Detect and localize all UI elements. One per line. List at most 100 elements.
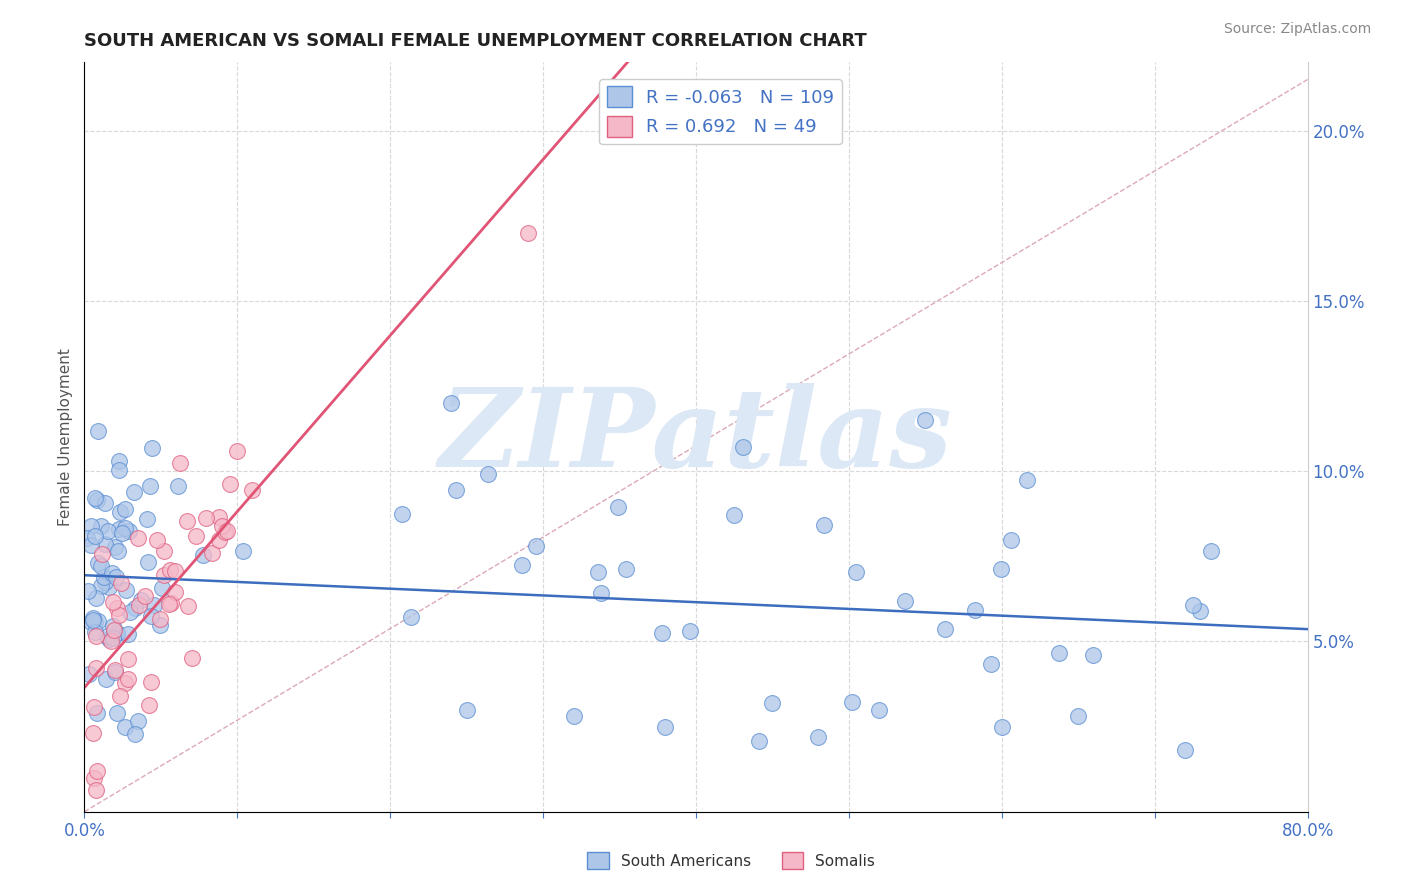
Point bbox=[84, 629, 107, 643]
Point bbox=[589, 586, 612, 600]
Point bbox=[991, 720, 1014, 734]
Point bbox=[723, 508, 745, 523]
Point bbox=[114, 521, 136, 535]
Point bbox=[105, 706, 128, 720]
Point bbox=[101, 632, 124, 646]
Point bbox=[214, 524, 236, 539]
Point bbox=[165, 565, 187, 579]
Legend: R = -0.063   N = 109, R = 0.692   N = 49: R = -0.063 N = 109, R = 0.692 N = 49 bbox=[599, 79, 842, 145]
Point bbox=[180, 650, 202, 665]
Point bbox=[107, 544, 129, 558]
Point bbox=[208, 510, 231, 524]
Point bbox=[97, 524, 120, 538]
Point bbox=[152, 568, 174, 582]
Point bbox=[128, 598, 150, 612]
Point bbox=[841, 696, 863, 710]
Point bbox=[79, 538, 101, 552]
Point bbox=[82, 726, 104, 740]
Point bbox=[136, 555, 159, 569]
Point bbox=[122, 485, 145, 500]
Point bbox=[152, 543, 174, 558]
Point bbox=[159, 562, 181, 576]
Point bbox=[1174, 743, 1197, 757]
Point bbox=[176, 514, 198, 528]
Point bbox=[914, 413, 936, 427]
Point bbox=[193, 548, 215, 562]
Point bbox=[76, 531, 98, 545]
Point bbox=[84, 625, 107, 640]
Point bbox=[456, 702, 478, 716]
Point bbox=[138, 479, 160, 493]
Point bbox=[195, 510, 218, 524]
Point bbox=[117, 627, 139, 641]
Point bbox=[1083, 648, 1105, 662]
Point bbox=[177, 599, 200, 613]
Point bbox=[94, 575, 117, 590]
Point bbox=[117, 524, 139, 538]
Point bbox=[94, 496, 117, 510]
Point bbox=[101, 566, 124, 580]
Point bbox=[82, 613, 104, 627]
Point bbox=[217, 524, 239, 538]
Point bbox=[201, 546, 224, 560]
Point bbox=[105, 601, 128, 615]
Point bbox=[90, 579, 112, 593]
Point bbox=[1199, 544, 1222, 558]
Text: Source: ZipAtlas.com: Source: ZipAtlas.com bbox=[1223, 22, 1371, 37]
Point bbox=[82, 611, 104, 625]
Point bbox=[614, 562, 637, 576]
Point bbox=[134, 589, 156, 603]
Point bbox=[127, 714, 149, 728]
Point bbox=[79, 615, 101, 630]
Point bbox=[934, 622, 956, 636]
Point bbox=[1000, 533, 1022, 547]
Point bbox=[157, 597, 180, 611]
Point bbox=[845, 565, 868, 579]
Point bbox=[124, 600, 146, 615]
Point bbox=[516, 226, 538, 240]
Point bbox=[108, 690, 131, 704]
Point bbox=[94, 537, 117, 551]
Point bbox=[748, 734, 770, 748]
Point bbox=[807, 730, 830, 744]
Point bbox=[606, 500, 628, 515]
Point bbox=[477, 467, 499, 481]
Point bbox=[149, 617, 172, 632]
Point bbox=[77, 584, 100, 599]
Point bbox=[1017, 474, 1039, 488]
Point bbox=[869, 702, 891, 716]
Point bbox=[208, 533, 231, 548]
Point bbox=[141, 441, 163, 455]
Point bbox=[232, 544, 254, 558]
Point bbox=[440, 396, 463, 410]
Text: ZIPatlas: ZIPatlas bbox=[439, 384, 953, 491]
Point bbox=[107, 522, 129, 536]
Point bbox=[103, 595, 125, 609]
Point bbox=[104, 664, 127, 678]
Point bbox=[143, 599, 166, 613]
Point bbox=[138, 698, 160, 712]
Point bbox=[391, 508, 413, 522]
Point bbox=[105, 570, 128, 584]
Point bbox=[117, 652, 139, 666]
Point bbox=[87, 556, 110, 570]
Point bbox=[980, 657, 1002, 671]
Point bbox=[83, 699, 105, 714]
Point bbox=[110, 576, 132, 591]
Point bbox=[136, 512, 159, 526]
Point bbox=[120, 605, 142, 619]
Point bbox=[588, 565, 610, 579]
Point bbox=[105, 625, 128, 640]
Point bbox=[131, 593, 153, 607]
Point bbox=[87, 614, 110, 628]
Point bbox=[401, 609, 423, 624]
Point bbox=[150, 581, 173, 595]
Point bbox=[98, 580, 121, 594]
Point bbox=[893, 594, 915, 608]
Legend: South Americans, Somalis: South Americans, Somalis bbox=[581, 846, 882, 875]
Point bbox=[103, 623, 125, 637]
Point bbox=[86, 591, 108, 605]
Point bbox=[114, 720, 136, 734]
Point bbox=[160, 596, 183, 610]
Point bbox=[114, 676, 136, 690]
